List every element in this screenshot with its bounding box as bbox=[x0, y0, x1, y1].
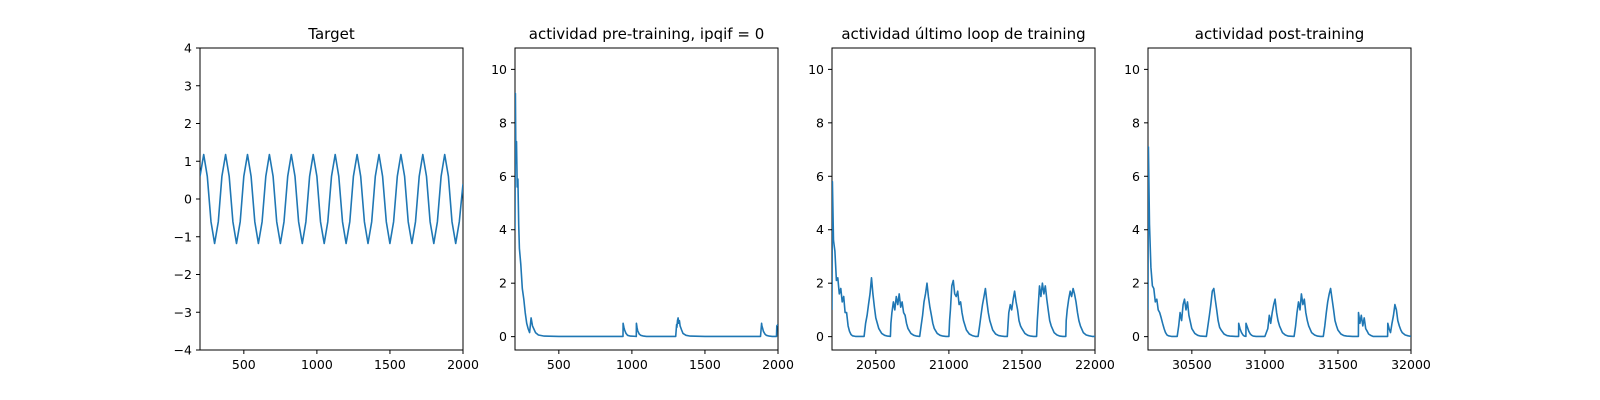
x-tick-label: 22000 bbox=[1075, 357, 1115, 372]
x-tick-label: 2000 bbox=[447, 357, 479, 372]
subplot-4: actividad post-training 30500 31000 31500 32… bbox=[1124, 25, 1431, 372]
subplot-2: actividad pre-training, ipqif = 0 500 1000… bbox=[491, 25, 794, 372]
y-tick-label: 0 bbox=[184, 192, 192, 207]
y-tick-label: 8 bbox=[1132, 115, 1140, 130]
y-tick-label: 4 bbox=[816, 222, 824, 237]
y-tick-label: 3 bbox=[184, 78, 192, 93]
x-tick-label: 32000 bbox=[1391, 357, 1431, 372]
subplot-1: Target 500 1000 1500 2000 −4 −3 −2 −1 0 1 2 3 4 bbox=[174, 25, 479, 372]
axes-frame bbox=[831, 47, 1096, 351]
axes-frame bbox=[199, 47, 464, 351]
x-tick-label: 21500 bbox=[1002, 357, 1042, 372]
axes-frame bbox=[1147, 47, 1412, 351]
y-tick-label: 4 bbox=[1132, 222, 1140, 237]
y-tick-label: −4 bbox=[174, 343, 192, 358]
y-tick-label: 10 bbox=[1124, 62, 1140, 77]
y-tick-label: 6 bbox=[499, 169, 507, 184]
y-tick-label: 0 bbox=[816, 329, 824, 344]
x-tick-label: 1000 bbox=[301, 357, 333, 372]
y-tick-label: 2 bbox=[1132, 276, 1140, 291]
series-line bbox=[1148, 146, 1411, 338]
y-tick-label: 4 bbox=[184, 41, 192, 56]
y-tick-label: 8 bbox=[499, 115, 507, 130]
y-tick-label: 6 bbox=[1132, 169, 1140, 184]
x-tick-label: 500 bbox=[232, 357, 256, 372]
y-tick-label: 2 bbox=[816, 276, 824, 291]
y-tick-label: 0 bbox=[499, 329, 507, 344]
y-tick-label: −3 bbox=[174, 305, 192, 320]
y-tick-label: −2 bbox=[174, 267, 192, 282]
chart-title: Target bbox=[307, 25, 355, 43]
x-tick-label: 500 bbox=[547, 357, 571, 372]
chart-title: actividad post-training bbox=[1195, 25, 1364, 43]
x-tick-label: 1500 bbox=[374, 357, 406, 372]
x-tick-label: 31500 bbox=[1318, 357, 1358, 372]
x-tick-label: 31000 bbox=[1245, 357, 1285, 372]
y-tick-label: 10 bbox=[491, 62, 507, 77]
y-tick-label: 4 bbox=[499, 222, 507, 237]
series-line bbox=[515, 92, 778, 338]
axes-frame bbox=[514, 47, 779, 351]
chart-title: actividad último loop de training bbox=[841, 25, 1085, 43]
y-tick-label: −1 bbox=[174, 229, 192, 244]
x-tick-label: 1500 bbox=[689, 357, 721, 372]
y-tick-label: 6 bbox=[816, 169, 824, 184]
y-tick-label: 0 bbox=[1132, 329, 1140, 344]
x-tick-label: 30500 bbox=[1172, 357, 1212, 372]
series-line bbox=[832, 180, 1095, 338]
x-tick-label: 20500 bbox=[856, 357, 896, 372]
y-tick-label: 2 bbox=[499, 276, 507, 291]
x-tick-label: 21000 bbox=[929, 357, 969, 372]
y-tick-label: 8 bbox=[816, 115, 824, 130]
y-tick-label: 10 bbox=[808, 62, 824, 77]
series-line bbox=[200, 153, 463, 245]
chart-title: actividad pre-training, ipqif = 0 bbox=[529, 25, 765, 43]
x-tick-label: 2000 bbox=[762, 357, 794, 372]
y-tick-label: 2 bbox=[184, 116, 192, 131]
x-tick-label: 1000 bbox=[616, 357, 648, 372]
y-tick-label: 1 bbox=[184, 154, 192, 169]
